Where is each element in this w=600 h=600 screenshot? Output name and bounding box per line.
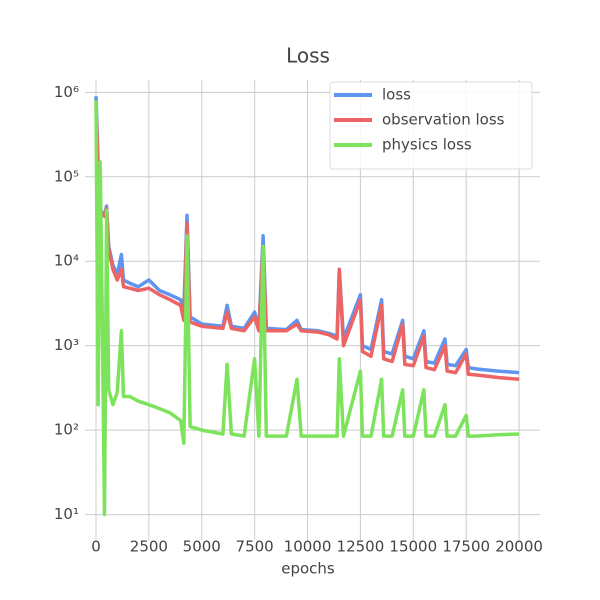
x-tick-label: 10000 xyxy=(284,538,332,556)
x-axis-label: epochs xyxy=(281,560,335,578)
x-tick-label: 2500 xyxy=(130,538,168,556)
y-tick-label: 10¹ xyxy=(54,505,79,523)
legend-box xyxy=(329,81,533,170)
y-tick-label: 10⁴ xyxy=(54,252,79,270)
series-line xyxy=(94,100,520,517)
x-tick-label: 12500 xyxy=(337,538,385,556)
y-tick-label: 10² xyxy=(54,421,79,439)
x-tick-label: 20000 xyxy=(495,538,543,556)
chart-title: Loss xyxy=(286,44,330,68)
x-tick-label: 15000 xyxy=(389,538,437,556)
legend-label: observation loss xyxy=(382,111,505,129)
x-tick-label: 7500 xyxy=(236,538,274,556)
plot-lines xyxy=(94,96,520,517)
legend-label: loss xyxy=(382,86,411,104)
x-tick-label: 5000 xyxy=(183,538,221,556)
series-line xyxy=(94,105,520,382)
y-tick-label: 10⁵ xyxy=(54,167,79,185)
x-tick-label: 17500 xyxy=(442,538,490,556)
y-tick-label: 10³ xyxy=(54,336,79,354)
legend: loss observation loss physics loss xyxy=(329,81,533,170)
legend-label: physics loss xyxy=(382,136,472,154)
y-tick-label: 10⁶ xyxy=(54,83,79,101)
x-tick-label: 0 xyxy=(91,538,101,556)
